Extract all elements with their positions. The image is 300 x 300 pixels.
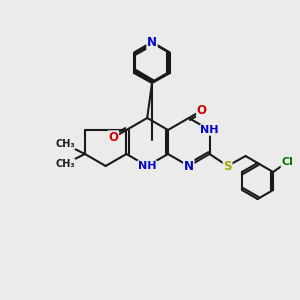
Text: Cl: Cl: [281, 157, 293, 167]
Text: NH: NH: [200, 125, 219, 135]
Text: S: S: [223, 160, 232, 172]
Text: O: O: [108, 131, 118, 144]
Text: CH₃: CH₃: [55, 159, 75, 169]
Text: N: N: [184, 160, 194, 172]
Text: O: O: [197, 104, 207, 117]
Text: CH₃: CH₃: [55, 139, 75, 149]
Text: NH: NH: [138, 161, 157, 171]
Text: N: N: [147, 37, 157, 50]
